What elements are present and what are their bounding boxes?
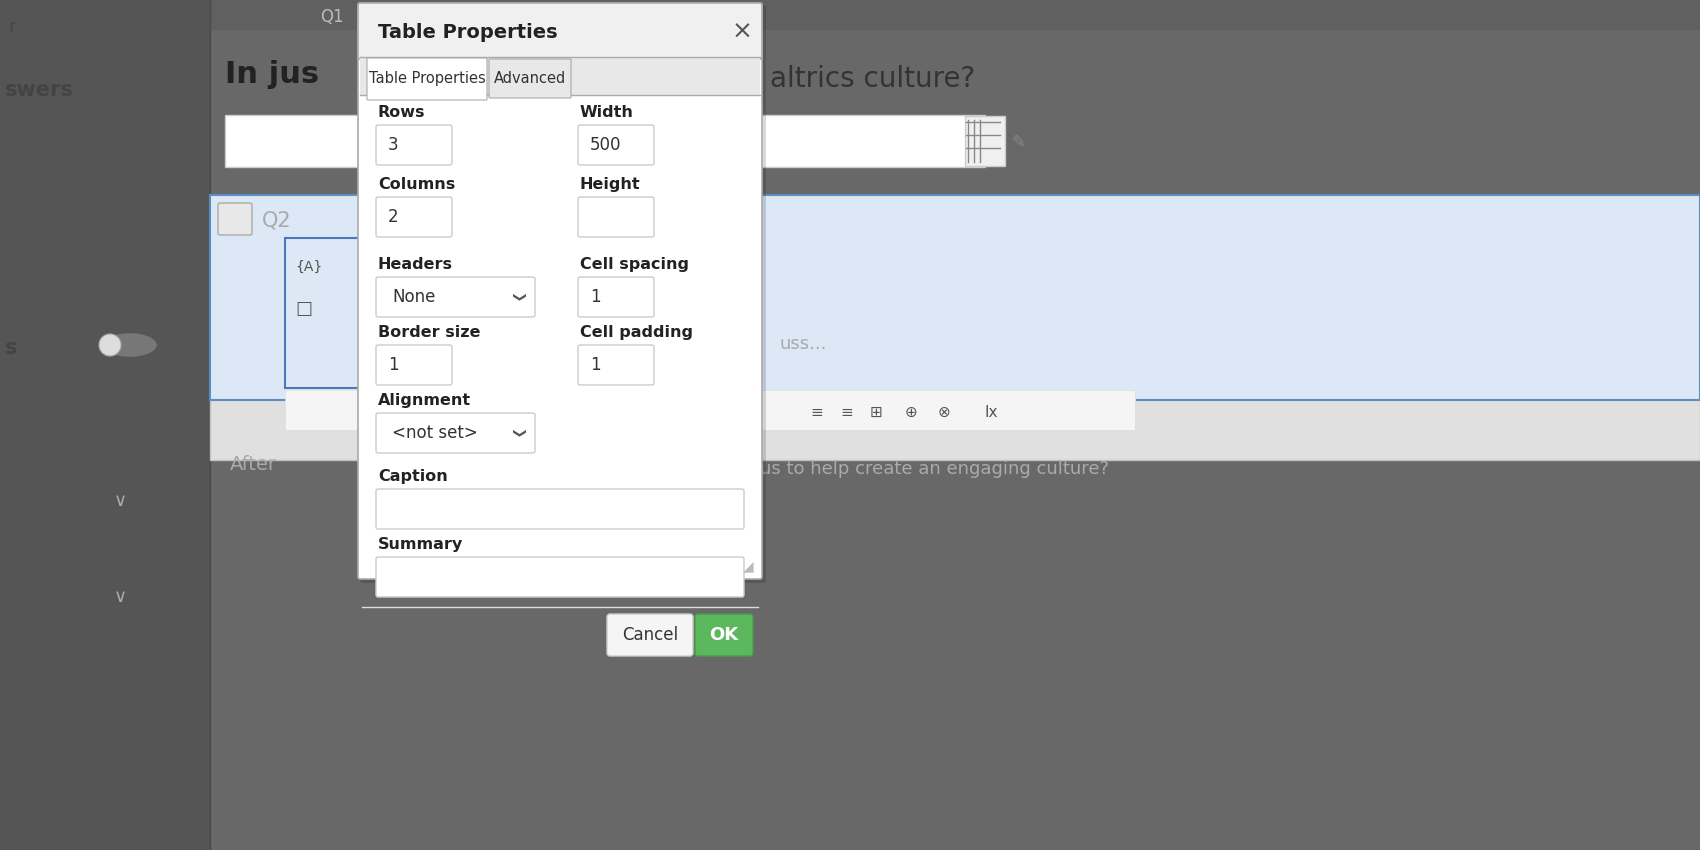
Text: ×: × (731, 20, 753, 44)
Text: In jus: In jus (224, 60, 320, 89)
Bar (211, 195, 1700, 460)
FancyBboxPatch shape (367, 58, 486, 100)
Text: ≡: ≡ (809, 405, 823, 420)
Bar (211, 195, 1700, 400)
FancyBboxPatch shape (359, 3, 762, 579)
Text: <not set>: <not set> (393, 424, 478, 442)
Text: ⊞: ⊞ (870, 405, 882, 420)
Text: Caption: Caption (377, 469, 447, 484)
FancyBboxPatch shape (359, 3, 762, 59)
FancyBboxPatch shape (360, 5, 767, 583)
Text: Table Properties: Table Properties (377, 22, 558, 42)
Text: ≡: ≡ (840, 405, 853, 420)
FancyBboxPatch shape (376, 277, 536, 317)
Text: ⊕: ⊕ (904, 405, 918, 420)
Bar (360, 57, 760, 95)
FancyBboxPatch shape (376, 557, 745, 597)
Ellipse shape (102, 332, 158, 358)
Text: {A}: {A} (296, 260, 323, 274)
Text: 1: 1 (590, 288, 600, 306)
Text: After: After (230, 455, 277, 474)
Bar (0, 0, 211, 850)
Text: 1: 1 (590, 356, 600, 374)
FancyBboxPatch shape (490, 59, 571, 98)
Text: Table Properties: Table Properties (369, 71, 486, 86)
Bar (211, 0, 1700, 30)
Text: ◢: ◢ (743, 559, 755, 573)
Ellipse shape (99, 334, 121, 356)
Text: ∨: ∨ (114, 588, 126, 606)
Text: Cell spacing: Cell spacing (580, 257, 688, 272)
Bar (362, 31, 758, 57)
Text: us to help create an engaging culture?: us to help create an engaging culture? (760, 460, 1108, 478)
Text: ∨: ∨ (114, 492, 126, 510)
FancyBboxPatch shape (376, 125, 452, 165)
FancyBboxPatch shape (376, 413, 536, 453)
Text: Cancel: Cancel (622, 626, 678, 644)
Bar (286, 238, 366, 388)
Text: Headers: Headers (377, 257, 452, 272)
Bar (369, 94, 486, 99)
Text: 500: 500 (590, 136, 622, 154)
Text: OK: OK (709, 626, 738, 644)
FancyBboxPatch shape (578, 277, 654, 317)
Text: Ix: Ix (984, 405, 998, 420)
Text: 1: 1 (388, 356, 398, 374)
Text: 2: 2 (388, 208, 398, 226)
Text: uss...: uss... (780, 335, 828, 353)
Text: s: s (5, 338, 17, 358)
Text: Columns: Columns (377, 177, 456, 192)
Text: Width: Width (580, 105, 634, 120)
Text: Rows: Rows (377, 105, 425, 120)
Text: Alignment: Alignment (377, 393, 471, 408)
Text: Q1: Q1 (320, 8, 343, 26)
Text: ⊗: ⊗ (938, 405, 950, 420)
Text: □: □ (296, 300, 313, 318)
FancyBboxPatch shape (376, 345, 452, 385)
Bar (224, 115, 984, 167)
FancyBboxPatch shape (376, 489, 745, 529)
Text: 3: 3 (388, 136, 398, 154)
Text: r: r (8, 18, 15, 36)
Text: ❯: ❯ (510, 292, 524, 303)
Text: Cell padding: Cell padding (580, 325, 694, 340)
FancyBboxPatch shape (376, 197, 452, 237)
Text: Border size: Border size (377, 325, 481, 340)
FancyBboxPatch shape (218, 203, 252, 235)
Text: Summary: Summary (377, 537, 462, 552)
FancyBboxPatch shape (695, 614, 753, 656)
FancyBboxPatch shape (578, 197, 654, 237)
FancyBboxPatch shape (578, 345, 654, 385)
FancyBboxPatch shape (578, 125, 654, 165)
Bar (286, 390, 1136, 430)
Text: altrics culture?: altrics culture? (770, 65, 976, 93)
FancyBboxPatch shape (607, 614, 694, 656)
Text: None: None (393, 288, 435, 306)
Text: ❯: ❯ (510, 428, 524, 439)
Text: Advanced: Advanced (495, 71, 566, 86)
Text: Q2: Q2 (262, 210, 292, 230)
Text: Height: Height (580, 177, 641, 192)
Bar (966, 116, 1005, 166)
Text: swers: swers (5, 80, 73, 100)
Text: ✎: ✎ (1012, 133, 1025, 151)
